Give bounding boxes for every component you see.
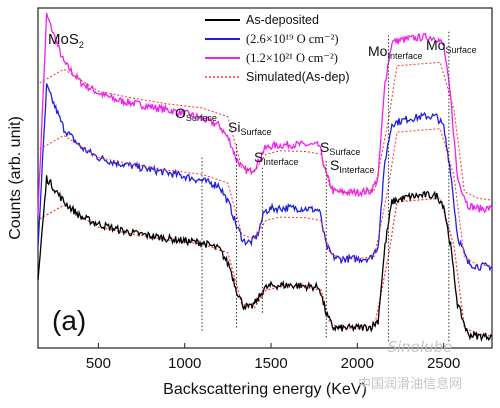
- series-line-2: [37, 12, 493, 216]
- y-axis-title: Counts (arb. unit): [7, 116, 24, 240]
- x-tick-label-1000: 1000: [168, 355, 201, 372]
- x-tick-label-2000: 2000: [341, 355, 374, 372]
- legend-label-2p6e19: (2.6×10¹⁹ O cm⁻²): [246, 32, 339, 46]
- series-layer: [37, 12, 493, 343]
- annotation-mo-surface: MoSurface: [426, 37, 476, 55]
- legend-label-simulated: Simulated(As-dep): [246, 70, 350, 84]
- simulated-guide-2: [39, 61, 493, 201]
- series-line-3: [39, 197, 493, 337]
- annotation-s-interface-right: SInterface: [330, 157, 374, 175]
- legend-label-1p2e21: (1.2×10²¹ O cm⁻²): [246, 51, 338, 65]
- annotation-s-interface-left: SInterface: [254, 149, 298, 167]
- element-annotations: OSurface SiSurface SInterface SSurface S…: [175, 37, 476, 175]
- annotation-markers: [201, 31, 450, 342]
- x-tick-label-500: 500: [86, 355, 111, 372]
- x-axis-title: Backscattering energy (KeV): [163, 381, 367, 398]
- watermark-site-name: 中国润滑油信息网: [358, 376, 462, 392]
- legend-label-as-deposited: As-deposited: [246, 13, 319, 27]
- watermark-logo-text: Sinolube: [388, 338, 453, 356]
- series-line-1: [37, 83, 493, 272]
- simulated-guide-1: [39, 128, 493, 267]
- x-tick-label-1500: 1500: [254, 355, 287, 372]
- panel-label: (a): [52, 305, 86, 336]
- annotation-s-surface: SSurface: [320, 139, 360, 157]
- watermark: Sinolube 中国润滑油信息网: [358, 338, 462, 392]
- annotation-mo-interface: MoInterface: [368, 43, 422, 61]
- legend: As-deposited (2.6×10¹⁹ O cm⁻²) (1.2×10²¹…: [205, 13, 350, 84]
- annotation-o-surface: OSurface: [175, 105, 217, 123]
- x-tick-label-2500: 2500: [427, 355, 460, 372]
- series-line-0: [37, 175, 493, 343]
- annotation-si-surface: SiSurface: [228, 119, 271, 137]
- x-axis-ticks: 500 1000 1500 2000 2500: [86, 343, 460, 372]
- sample-label: MoS2: [48, 31, 84, 50]
